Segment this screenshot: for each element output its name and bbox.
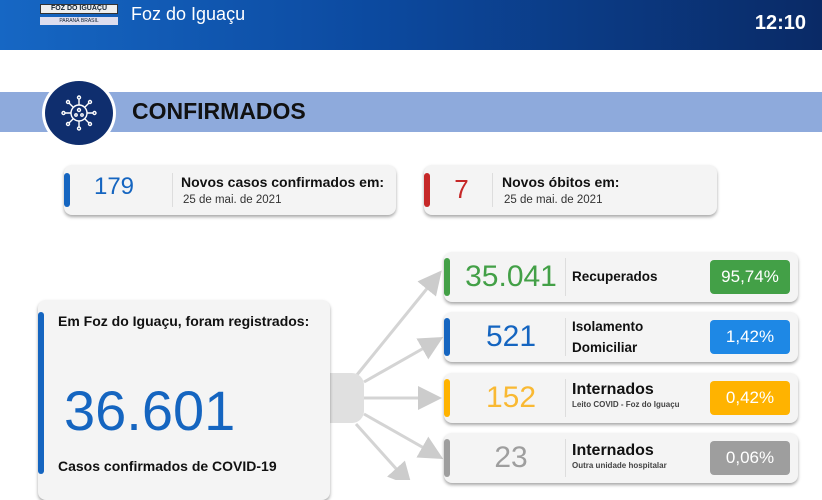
total-heading: Em Foz do Iguaçu, foram registrados: [58, 313, 310, 329]
breakdown-value: 152 [485, 381, 537, 414]
breakdown-percent: 0,42% [710, 381, 790, 415]
new-cases-date: 25 de mai. de 2021 [183, 194, 282, 206]
new-deaths-card: 7 Novos óbitos em: 25 de mai. de 2021 [424, 165, 717, 215]
breakdown-value: 521 [485, 320, 537, 353]
city-logo: FOZ DO IGUAÇU PARANÁ BRASIL [40, 0, 118, 30]
new-deaths-label: Novos óbitos em: [502, 174, 620, 190]
virus-icon [42, 78, 116, 148]
breakdown-card-recovered: 35.041 Recuperados 95,74% [444, 252, 798, 302]
breakdown-sublabel: Leito COVID - Foz do Iguaçu [572, 400, 680, 409]
connector-tab [328, 373, 364, 423]
breakdown-label: Internados [572, 381, 654, 398]
city-name: Foz do Iguaçu [131, 4, 246, 24]
breakdown-percent: 1,42% [710, 320, 790, 354]
breakdown-card-home-isolation: 521 Isolamento Domiciliar 1,42% [444, 312, 798, 362]
breakdown-label: Isolamento [572, 319, 644, 334]
breakdown-card-hospitalized-covid: 152 Internados Leito COVID - Foz do Igua… [444, 373, 798, 423]
accent-bar [424, 173, 430, 207]
breakdown-label: Recuperados [572, 269, 658, 284]
new-deaths-date: 25 de mai. de 2021 [504, 194, 603, 206]
breakdown-value: 35.041 [465, 260, 557, 293]
accent-bar [64, 173, 70, 207]
breakdown-label-2: Domiciliar [572, 340, 638, 355]
new-cases-value: 179 [93, 173, 135, 200]
section-title: CONFIRMADOS [132, 98, 306, 124]
clock: 12:10 [754, 12, 806, 34]
breakdown-percent: 0,06% [710, 441, 790, 475]
total-caption: Casos confirmados de COVID-19 [58, 458, 277, 474]
section-band [0, 92, 822, 132]
accent-bar [38, 312, 44, 474]
breakdown-card-hospitalized-other: 23 Internados Outra unidade hospitalar 0… [444, 433, 798, 483]
new-cases-label: Novos casos confirmados em: [181, 174, 385, 190]
new-cases-card: 179 Novos casos confirmados em: 25 de ma… [64, 165, 396, 215]
app-header: FOZ DO IGUAÇU PARANÁ BRASIL Foz do Iguaç… [0, 0, 822, 50]
total-value: 36.601 [64, 379, 236, 442]
breakdown-label: Internados [572, 442, 654, 459]
connector-arrows [354, 270, 444, 480]
breakdown-percent: 95,74% [710, 260, 790, 294]
total-card: Em Foz do Iguaçu, foram registrados: 36.… [38, 300, 330, 500]
breakdown-value: 23 [494, 441, 528, 474]
breakdown-sublabel: Outra unidade hospitalar [572, 461, 667, 470]
new-deaths-value: 7 [454, 174, 469, 204]
